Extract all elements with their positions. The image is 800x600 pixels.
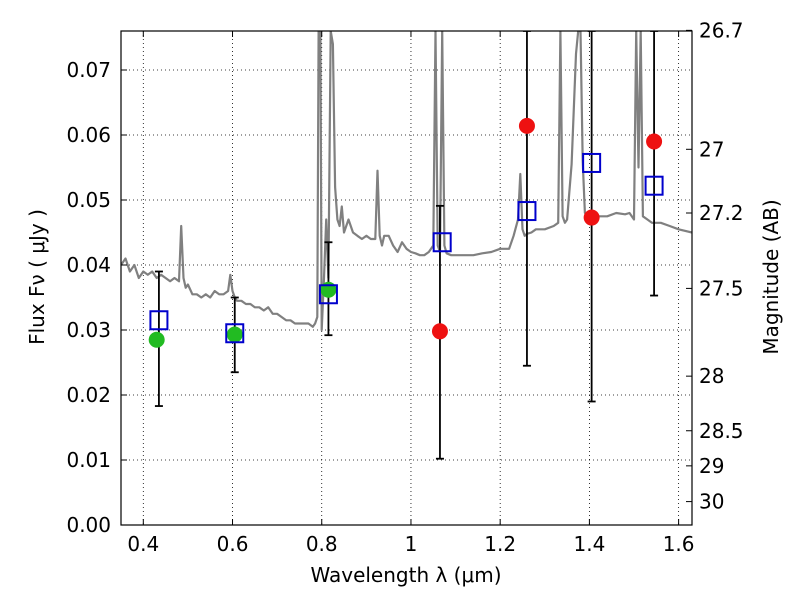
plot-area (121, 31, 692, 460)
right-tick-label: 28 (699, 364, 724, 388)
right-tick-label: 30 (699, 490, 724, 514)
grid (121, 31, 692, 526)
y-tick-label: 0.02 (66, 383, 111, 407)
y-tick-label: 0.01 (66, 448, 111, 472)
model-point (517, 201, 537, 222)
observed-point (646, 133, 663, 150)
x-tick-label: 1 (405, 532, 418, 556)
y-axis-title: Flux Fν ( μJy ) (25, 209, 49, 345)
x-tick-label: 1.4 (573, 532, 605, 556)
observed-point (226, 326, 243, 343)
model-point (225, 323, 245, 344)
y-tick-label: 0.05 (66, 188, 111, 212)
x-tick-label: 1.2 (484, 532, 516, 556)
axis-ticks: 0.4 0.6 0.8 1 1.2 1.4 1.6 0.00 0.01 0.02 0.03 0.04 0… (66, 18, 743, 556)
model-point (432, 232, 452, 253)
x-tick-label: 0.4 (127, 532, 159, 556)
observed-point (431, 323, 448, 340)
plot-frame (120, 30, 693, 526)
model-point (149, 310, 169, 331)
x-axis-title: Wavelength λ (μm) (310, 563, 501, 587)
x-tick-label: 1.6 (663, 532, 695, 556)
observed-point (148, 331, 165, 348)
model-point (318, 284, 338, 305)
observed-point (583, 209, 600, 226)
model-point (644, 175, 664, 196)
x-tick-label: 0.8 (306, 532, 338, 556)
observed-point (518, 117, 535, 134)
model-point (582, 152, 602, 173)
right-tick-label: 27.2 (699, 201, 744, 225)
y-tick-label: 0.00 (66, 513, 111, 537)
y-tick-label: 0.04 (66, 253, 111, 277)
y-axis-right-title: Magnitude (AB) (759, 199, 783, 354)
right-tick-label: 27 (699, 137, 724, 161)
observed-point (320, 281, 337, 298)
right-tick-label: 29 (699, 454, 724, 478)
right-tick-label: 28.5 (699, 419, 744, 443)
right-tick-label: 27.5 (699, 276, 744, 300)
y-tick-label: 0.06 (66, 123, 111, 147)
spectrum-line (121, 31, 692, 332)
y-tick-label: 0.07 (66, 58, 111, 82)
y-tick-label: 0.03 (66, 318, 111, 342)
right-tick-label: 26.7 (699, 18, 744, 42)
x-tick-label: 0.6 (217, 532, 249, 556)
